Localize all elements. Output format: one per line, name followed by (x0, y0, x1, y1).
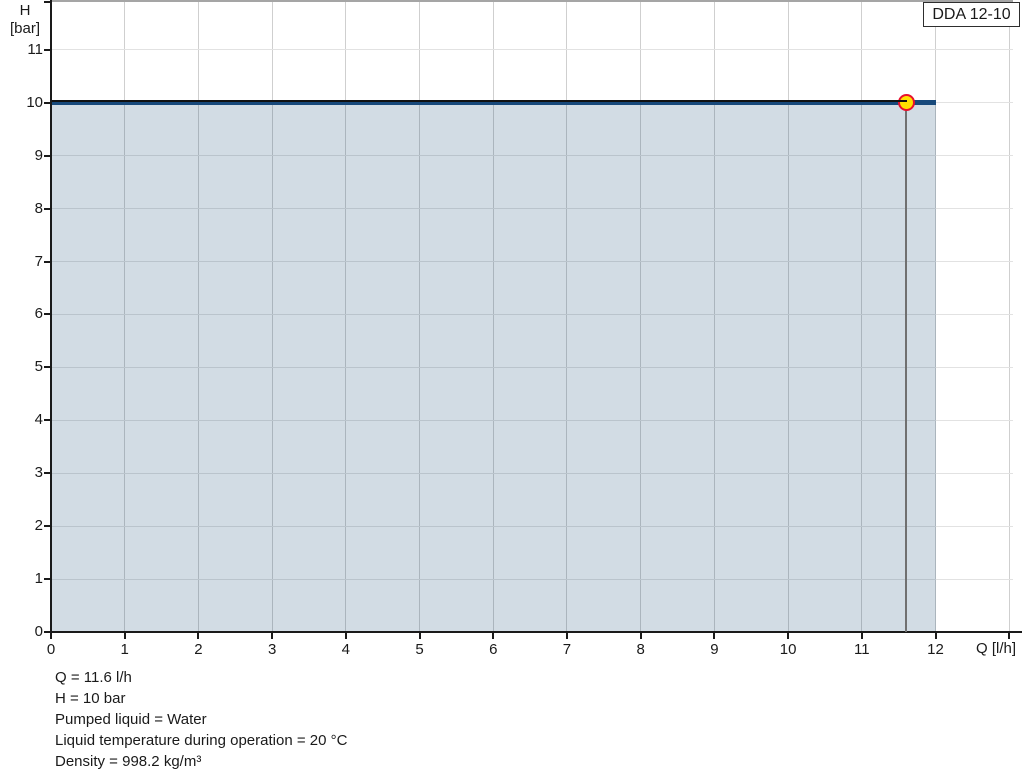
y-tick-label: 10 (26, 93, 43, 111)
x-tick-label: 1 (120, 641, 129, 658)
y-axis-tick (44, 260, 51, 263)
x-axis-tick (50, 633, 52, 639)
x-tick-label: 6 (489, 641, 498, 658)
horizontal-gridline (52, 472, 1013, 474)
horizontal-gridline (52, 155, 1013, 157)
vertical-gridline (861, 0, 863, 631)
x-axis-title: Q [l/h] (975, 640, 1016, 657)
x-axis-tick (123, 633, 126, 639)
y-axis-tick (44, 472, 51, 475)
y-axis-tick (44, 207, 51, 210)
x-axis-tick (344, 633, 347, 639)
duty-info-block: Q = 11.6 l/h H = 10 bar Pumped liquid = … (55, 667, 347, 772)
info-head: H = 10 bar (55, 690, 126, 707)
horizontal-gridline (52, 49, 1013, 51)
y-axis-tick (44, 48, 51, 51)
horizontal-gridline (52, 261, 1013, 263)
horizontal-gridline (52, 525, 1013, 527)
y-axis-tick (44, 578, 51, 581)
info-liquid-temperature: Liquid temperature during operation = 20… (55, 732, 348, 749)
info-pumped-liquid: Pumped liquid = Water (55, 711, 207, 728)
y-tick-label: 4 (34, 411, 43, 429)
vertical-gridline (124, 0, 126, 631)
y-tick-label: 0 (34, 623, 43, 640)
vertical-gridline (787, 0, 789, 631)
x-tick-label: 10 (779, 641, 797, 658)
y-tick-label: 5 (34, 358, 43, 376)
horizontal-gridline (52, 208, 1013, 210)
x-tick-label: 2 (194, 641, 203, 658)
horizontal-gridline (52, 366, 1013, 368)
y-axis-title: H [bar] (3, 2, 47, 38)
y-axis-tick (44, 313, 51, 316)
vertical-gridline (345, 0, 347, 631)
x-tick-label: 7 (562, 641, 572, 658)
x-axis-tick (1008, 633, 1011, 639)
x-axis-tick (713, 633, 716, 639)
x-tick-label: 12 (927, 641, 944, 658)
x-axis-tick (197, 633, 200, 639)
x-axis-tick (565, 633, 568, 639)
vertical-gridline (713, 0, 715, 631)
horizontal-gridline (52, 419, 1013, 421)
y-axis-tick (44, 419, 51, 422)
y-tick-label: 3 (34, 464, 43, 482)
y-tick-label: 9 (34, 146, 43, 164)
x-tick-label: 3 (267, 641, 277, 658)
x-tick-label: 5 (415, 641, 424, 658)
x-tick-label: 4 (341, 641, 350, 658)
x-axis-tick (639, 633, 642, 639)
y-tick-label: 11 (27, 40, 43, 58)
plot-top-border (51, 0, 1013, 2)
info-density: Density = 998.2 kg/m³ (55, 753, 202, 770)
y-tick-label: 1 (34, 570, 43, 588)
duty-point-vertical-guide (905, 102, 908, 632)
x-axis-tick (271, 633, 274, 639)
x-tick-label: 8 (636, 641, 645, 658)
vertical-gridline (566, 0, 568, 631)
y-axis-end-tick (44, 1, 51, 3)
y-tick-label: 7 (34, 252, 43, 270)
y-axis-tick (44, 101, 51, 104)
info-flow: Q = 11.6 l/h (55, 669, 132, 686)
horizontal-gridline (52, 578, 1013, 580)
x-tick-label: 0 (46, 641, 56, 658)
y-tick-label: 8 (34, 199, 43, 217)
y-tick-label: 6 (34, 305, 43, 323)
y-axis-tick (44, 631, 51, 633)
duty-point-marker[interactable] (897, 94, 915, 112)
vertical-gridline (197, 0, 199, 631)
pump-curve-line[interactable] (51, 100, 936, 106)
vertical-gridline (1008, 0, 1010, 631)
vertical-gridline (492, 0, 494, 631)
duty-point-horizontal-guide (52, 99, 908, 102)
x-axis-tick (787, 633, 790, 639)
y-axis-line (50, 0, 52, 633)
vertical-gridline (640, 0, 642, 631)
y-axis-tick (44, 154, 51, 157)
vertical-gridline (935, 0, 937, 631)
y-tick-label: 2 (34, 517, 43, 535)
vertical-gridline (271, 0, 273, 631)
y-axis-tick (44, 525, 51, 528)
x-axis-tick (492, 633, 495, 639)
y-axis-tick (44, 366, 51, 369)
legend-pump-label[interactable]: DDA 12-10 (932, 5, 1011, 23)
legend-box[interactable]: DDA 12-10 (923, 2, 1020, 27)
x-tick-label: 11 (854, 641, 870, 658)
y-axis-title-symbol: H (19, 2, 31, 19)
x-tick-label: 9 (710, 641, 719, 658)
x-axis-tick (934, 633, 937, 639)
y-axis-title-unit: [bar] (9, 20, 40, 37)
horizontal-gridline (52, 313, 1013, 315)
vertical-gridline (419, 0, 421, 631)
x-axis-line (50, 631, 1022, 633)
x-axis-tick (418, 633, 421, 639)
x-axis-tick (860, 633, 863, 639)
curve-area-fill (52, 104, 936, 632)
